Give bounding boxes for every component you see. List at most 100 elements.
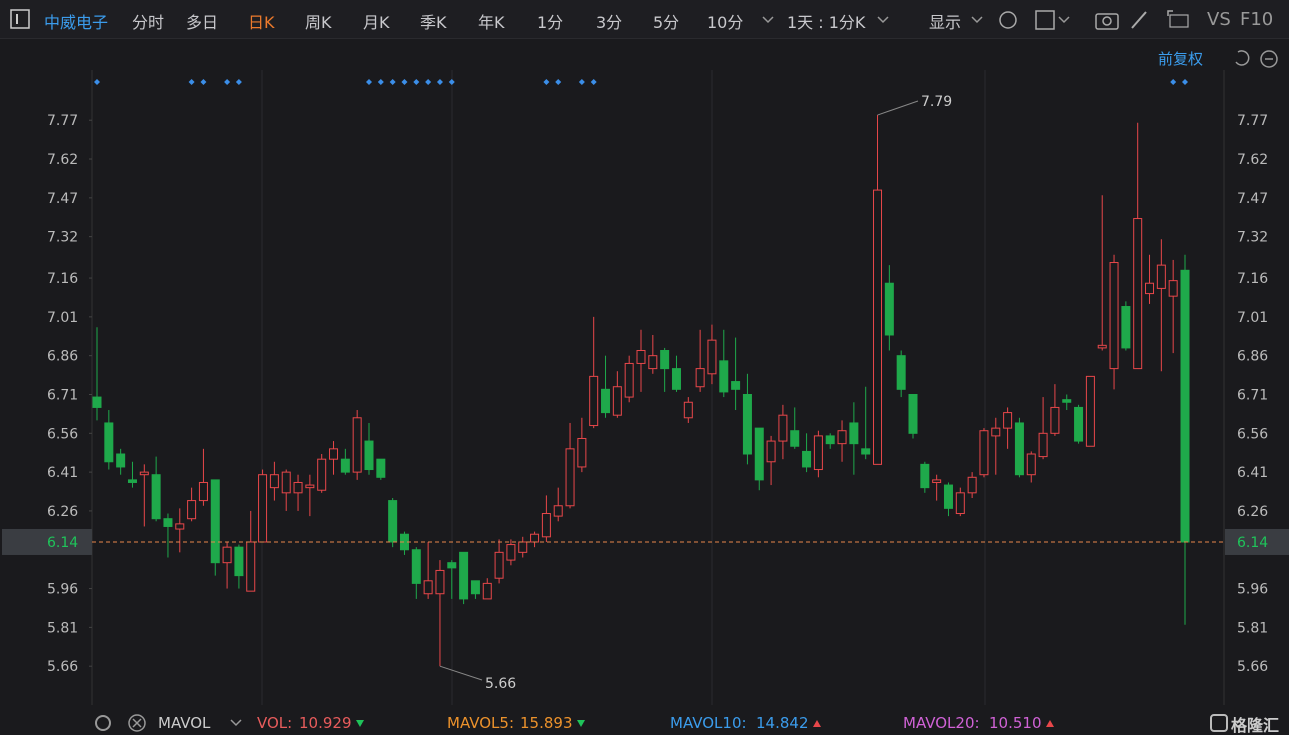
candle-body bbox=[151, 474, 161, 520]
candle-body bbox=[719, 360, 729, 393]
tab[interactable]: 多日 bbox=[186, 13, 219, 32]
candle-body bbox=[553, 505, 563, 517]
candle-body bbox=[1156, 264, 1166, 289]
event-marker bbox=[366, 79, 372, 85]
y-tick-label: 6.56 bbox=[47, 426, 78, 442]
trend-arrow bbox=[577, 720, 585, 727]
max-label: 7.79 bbox=[921, 94, 952, 110]
adjust-button[interactable]: 前复权 bbox=[1158, 50, 1204, 68]
candle-body bbox=[305, 484, 315, 489]
leader bbox=[877, 100, 919, 116]
candle-body bbox=[778, 414, 788, 442]
candle-body bbox=[175, 523, 185, 530]
candle-body bbox=[1038, 432, 1048, 458]
y-tick-label: 6.26 bbox=[47, 504, 78, 520]
event-marker bbox=[188, 79, 195, 85]
candle-body bbox=[660, 350, 670, 370]
candle-body bbox=[163, 518, 173, 527]
footer-icons bbox=[95, 714, 1228, 732]
menu-icon[interactable] bbox=[10, 9, 30, 29]
candle-body bbox=[1050, 406, 1060, 434]
tab[interactable]: 季K bbox=[420, 13, 447, 32]
candle-body bbox=[388, 500, 398, 543]
event-marker bbox=[235, 79, 242, 85]
tab[interactable]: 10分 bbox=[707, 13, 744, 32]
candle-body bbox=[187, 500, 197, 520]
event-marker bbox=[1170, 79, 1177, 85]
display-menu[interactable]: 显示 bbox=[929, 13, 962, 32]
logo-icon bbox=[1210, 714, 1228, 732]
candle-body bbox=[979, 430, 989, 476]
adjust-icons bbox=[1235, 50, 1278, 68]
min-label: 5.66 bbox=[485, 676, 516, 692]
candle-body bbox=[624, 362, 634, 398]
y2-tick-label: 7.77 bbox=[1237, 113, 1268, 129]
candle-body bbox=[861, 448, 871, 455]
last-price-label: 6.14 bbox=[1237, 535, 1268, 551]
y-tick-label: 7.62 bbox=[47, 152, 78, 168]
tab[interactable]: 5分 bbox=[653, 13, 680, 32]
candle-body bbox=[269, 474, 279, 489]
candle-body bbox=[222, 546, 232, 564]
stock-name[interactable]: 中威电子 bbox=[44, 13, 109, 32]
toolbar-icons bbox=[762, 10, 1189, 30]
candle-body bbox=[849, 422, 859, 445]
price-box bbox=[1225, 528, 1289, 555]
last-price-label: 6.14 bbox=[47, 535, 78, 551]
candle-body bbox=[612, 386, 622, 416]
candle-body bbox=[104, 422, 114, 463]
vs-button[interactable]: VS bbox=[1207, 9, 1231, 30]
y-tick-label: 6.41 bbox=[47, 465, 78, 481]
indicator-value: 10.510 bbox=[989, 714, 1042, 732]
y-tick-label: 7.47 bbox=[47, 191, 78, 207]
candle-body bbox=[813, 435, 823, 471]
y2-tick-label: 7.32 bbox=[1237, 230, 1268, 246]
candle-body bbox=[707, 339, 717, 375]
y-tick-label: 7.01 bbox=[47, 310, 78, 326]
f10-button[interactable]: F10 bbox=[1240, 9, 1274, 30]
close-icon bbox=[128, 714, 146, 732]
tab[interactable]: 月K bbox=[363, 13, 390, 32]
candle-body bbox=[1026, 453, 1036, 476]
indicator-name: MAVOL5: bbox=[447, 714, 515, 732]
candle-body bbox=[884, 282, 894, 336]
candle-body bbox=[518, 541, 528, 553]
y2-tick-label: 7.62 bbox=[1237, 152, 1268, 168]
indicator-name: MAVOL10: bbox=[670, 714, 747, 732]
event-marker bbox=[578, 79, 585, 85]
candle-body bbox=[293, 481, 303, 494]
y-tick-label: 7.16 bbox=[47, 271, 78, 287]
trend-arrow bbox=[1046, 720, 1054, 727]
tab[interactable]: 周K bbox=[305, 13, 332, 32]
candle-body bbox=[506, 544, 516, 561]
tab[interactable]: 3分 bbox=[596, 13, 623, 32]
event-marker bbox=[425, 79, 432, 85]
y2-tick-label: 6.86 bbox=[1237, 349, 1268, 365]
candle-body bbox=[873, 189, 883, 465]
candle-body bbox=[943, 484, 953, 509]
candle-body bbox=[1085, 375, 1095, 447]
indicator-name: MAVOL20: bbox=[903, 714, 980, 732]
tab[interactable]: 分时 bbox=[132, 13, 165, 32]
candle-body bbox=[447, 562, 457, 569]
event-marker bbox=[436, 79, 443, 85]
tab[interactable]: 日K bbox=[248, 13, 275, 32]
candle-body bbox=[376, 458, 386, 478]
period-select[interactable]: 1天 : 1分K bbox=[787, 13, 866, 32]
candle-body bbox=[317, 458, 327, 491]
candle-body bbox=[671, 368, 681, 390]
toolbar: 中威电子 1天 : 1分K 显示 VS F10 bbox=[0, 0, 1289, 39]
candle-body bbox=[258, 474, 268, 543]
candle-body bbox=[1097, 344, 1107, 349]
y-tick-label: 5.96 bbox=[47, 582, 78, 598]
tab[interactable]: 年K bbox=[478, 13, 505, 32]
candle-body bbox=[790, 430, 800, 447]
logo: 格隆汇 bbox=[1231, 716, 1280, 735]
y-tick-label: 5.81 bbox=[47, 620, 78, 636]
candle-body bbox=[1121, 306, 1131, 349]
indicator[interactable]: MAVOL bbox=[158, 714, 211, 732]
tab[interactable]: 1分 bbox=[537, 13, 564, 32]
y2-tick-label: 7.16 bbox=[1237, 271, 1268, 287]
candle-body bbox=[92, 396, 102, 408]
